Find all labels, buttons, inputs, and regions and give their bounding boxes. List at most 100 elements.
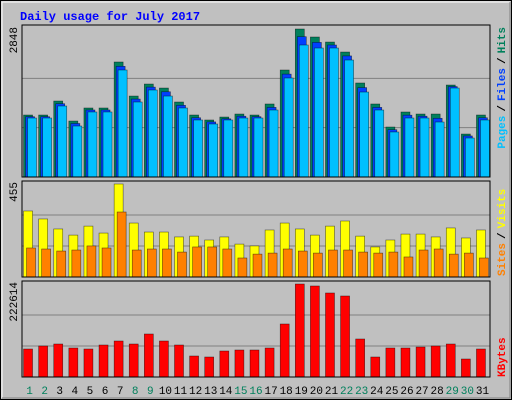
bar [249,349,260,378]
bar [297,250,308,278]
x-tick-label: 18 [280,386,293,398]
bar [192,246,202,278]
x-tick-label: 29 [446,386,459,398]
bar [268,109,279,178]
legend-separator: / [497,232,509,239]
bar [41,248,51,278]
x-tick-label: 16 [249,386,262,398]
bar [385,347,396,378]
bar [238,117,249,178]
bar [174,344,184,378]
bar [178,107,188,178]
legend-entry: KBytes [497,337,509,377]
bar [282,248,293,278]
panel-border [21,24,491,178]
bar [465,137,475,178]
legend-entry: Pages [497,116,509,149]
bar [163,95,173,178]
x-tick-label: 2 [41,386,48,398]
x-tick-label: 9 [147,386,154,398]
x-tick-label: 19 [295,386,308,398]
bar [148,89,158,178]
bar [237,257,248,278]
x-tick-label: 26 [400,386,413,398]
bar [101,247,112,278]
bar [434,121,445,178]
panel-border [21,280,491,378]
x-tick-label: 3 [56,386,63,398]
bar [144,333,154,378]
bar [222,248,233,278]
x-tick-label: 17 [264,386,277,398]
x-tick-label: 5 [87,386,94,398]
bar [177,251,187,278]
bar [102,111,113,178]
chart-title: Daily usage for July 2017 [20,10,200,24]
bar [448,253,459,278]
bar [419,117,430,178]
bar [400,347,411,378]
bar [404,117,415,178]
bar [86,245,97,278]
bar [71,249,82,278]
bar [359,91,369,178]
legend-separator: / [497,105,509,112]
bar [370,356,381,378]
x-tick-label: 15 [234,386,247,398]
bar [279,323,290,378]
bar [83,348,94,378]
bar [26,247,36,278]
bar [415,346,426,378]
panel-border [21,180,491,278]
bar [113,340,124,378]
bar [131,249,142,278]
bar [343,249,353,278]
x-tick-label: 28 [431,386,444,398]
bar [253,117,264,178]
x-tick-label: 30 [461,386,474,398]
x-tick-label: 4 [72,386,79,398]
y-tick-label: 2848 [9,27,21,53]
bar [38,345,48,378]
bar [117,69,128,178]
x-tick-label: 31 [476,386,490,398]
bar [480,119,490,178]
legend-separator: / [497,57,509,64]
bar [193,119,203,178]
bar [430,345,441,378]
legend: KBytes [497,337,509,377]
bar [374,109,385,178]
bar [344,59,354,178]
x-tick-label: 14 [219,386,233,398]
bar [234,349,245,378]
bar [56,250,67,278]
y-tick-label: 455 [9,182,21,202]
bar [329,47,339,178]
y-tick-label: 222614 [9,282,21,322]
bar [204,356,215,378]
bar [325,292,335,378]
bar [57,105,68,178]
bar [264,347,275,378]
bar [464,252,474,278]
bar [403,256,414,278]
bar [53,343,64,378]
x-tick-label: 7 [117,386,124,398]
x-tick-label: 23 [355,386,368,398]
bar [159,340,169,378]
bar [162,248,172,278]
bar [373,252,384,278]
legend: Pages / Files / Hits [497,27,509,149]
bar [479,257,489,278]
x-tick-label: 10 [159,386,172,398]
x-tick-label: 25 [385,386,398,398]
bar [252,253,263,278]
legend-entry: Files [497,68,509,101]
bar [389,131,400,178]
x-tick-label: 6 [102,386,109,398]
legend: Sites / Visits [497,189,509,276]
bar [27,117,37,178]
bar [355,338,365,378]
bar [267,252,278,278]
